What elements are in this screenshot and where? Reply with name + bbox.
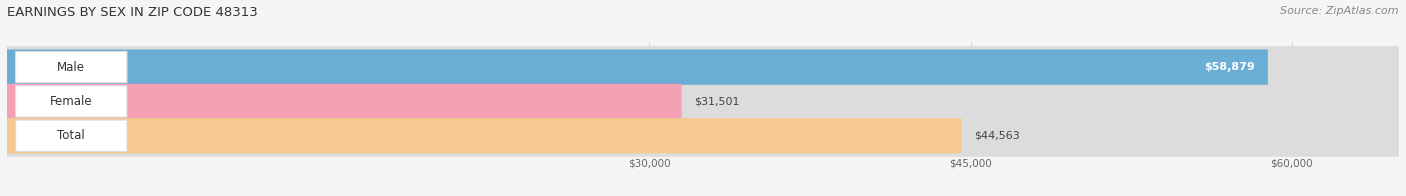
FancyBboxPatch shape [7, 115, 1399, 157]
FancyBboxPatch shape [7, 80, 1399, 122]
FancyBboxPatch shape [7, 49, 1268, 85]
Text: Male: Male [58, 61, 86, 74]
Text: Female: Female [51, 95, 93, 108]
FancyBboxPatch shape [7, 46, 1399, 88]
Text: $44,563: $44,563 [974, 131, 1019, 141]
FancyBboxPatch shape [7, 118, 962, 153]
Text: EARNINGS BY SEX IN ZIP CODE 48313: EARNINGS BY SEX IN ZIP CODE 48313 [7, 6, 257, 19]
Text: $31,501: $31,501 [695, 96, 740, 106]
FancyBboxPatch shape [15, 120, 127, 151]
Text: Source: ZipAtlas.com: Source: ZipAtlas.com [1281, 6, 1399, 16]
FancyBboxPatch shape [15, 52, 127, 83]
Text: $58,879: $58,879 [1205, 62, 1256, 72]
FancyBboxPatch shape [7, 84, 682, 119]
Text: Total: Total [58, 129, 86, 142]
FancyBboxPatch shape [15, 86, 127, 117]
